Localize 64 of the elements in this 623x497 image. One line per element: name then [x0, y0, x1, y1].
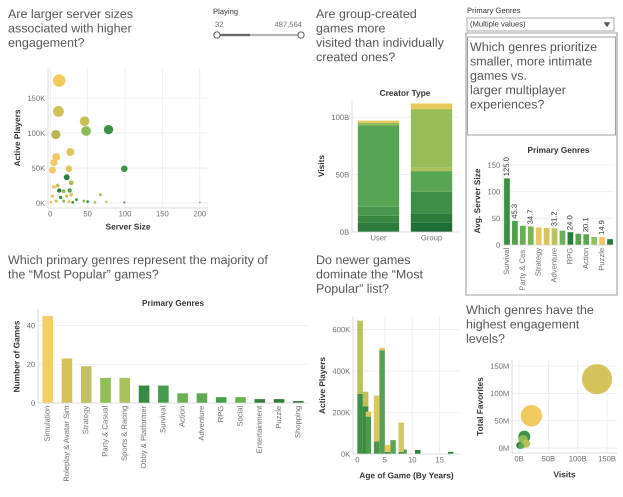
- bar: [62, 358, 72, 403]
- chart-title: Which primary genres represent the majority of the “Most Popular” games?: [8, 255, 268, 282]
- bar: [410, 168, 452, 172]
- bar: [583, 234, 590, 245]
- bar: [138, 386, 150, 403]
- y-axis-title: Number of Games: [13, 320, 20, 392]
- bar: [358, 122, 400, 126]
- bar: [568, 232, 574, 245]
- chart-title: Do newer games dominate the “Most Popular” list?: [316, 255, 423, 296]
- bar: [216, 397, 227, 403]
- y-axis-title: Total Favorites: [476, 378, 483, 436]
- bar: [512, 220, 518, 245]
- bar: [80, 366, 92, 403]
- x-axis-title: Primary Genres: [142, 300, 204, 308]
- y-axis-title: Active Players: [319, 357, 327, 414]
- bar: [390, 440, 396, 454]
- bar: [599, 237, 605, 245]
- bar: [410, 222, 452, 232]
- bar: [358, 222, 400, 232]
- bar: [177, 393, 188, 403]
- x-axis-title: Visits: [554, 471, 576, 478]
- bar: [552, 228, 558, 245]
- bar: [520, 226, 526, 245]
- x-axis-title: Primary Genres: [528, 146, 590, 155]
- bar: [398, 422, 404, 452]
- bar: [528, 226, 534, 245]
- y-axis-title: Visits: [318, 155, 324, 177]
- y-axis-title: Active Players: [14, 110, 22, 166]
- bar: [504, 178, 510, 245]
- bar: [358, 206, 400, 216]
- bar: [358, 125, 400, 207]
- bar: [366, 412, 372, 417]
- bar: [42, 316, 53, 403]
- bar: [158, 386, 169, 403]
- chart-title: Are group-created games more visited than individually created ones?: [316, 9, 444, 62]
- bar: [575, 234, 582, 245]
- bar: [410, 214, 452, 223]
- bar: [384, 445, 390, 452]
- bar: [410, 103, 452, 110]
- bar: [366, 416, 372, 454]
- bar: [274, 399, 284, 403]
- chart-title: Which genres have the highest engagement levels?: [466, 305, 594, 343]
- chart-title: Which genres prioritize smaller, more intimate games vs. larger multiplayer experiences?: [470, 42, 597, 112]
- bar: [374, 396, 380, 442]
- x-axis-title: Age of Game (By Years): [360, 472, 454, 480]
- bar: [544, 228, 550, 245]
- bar: [410, 109, 452, 168]
- bar: [410, 192, 452, 214]
- x-axis-title: Server Size: [106, 223, 150, 230]
- bar: [560, 230, 566, 245]
- x-axis-title: Creator Type: [380, 90, 430, 98]
- bar: [607, 239, 613, 245]
- chart-title: Are larger server sizes associated with higher engagement?: [8, 9, 133, 50]
- bar: [358, 216, 400, 223]
- bar: [100, 378, 111, 403]
- bar: [536, 227, 542, 245]
- bar: [235, 397, 246, 403]
- bar: [379, 348, 385, 350]
- bar: [196, 393, 208, 403]
- bar: [591, 237, 598, 245]
- y-axis-title: Avg. Server Size: [474, 168, 482, 234]
- bar: [410, 171, 452, 192]
- bar: [119, 378, 130, 403]
- bar: [254, 399, 266, 403]
